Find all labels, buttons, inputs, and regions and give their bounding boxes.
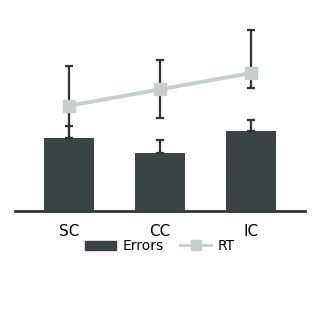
Bar (135, 153, 185, 211)
Bar (44, 138, 94, 211)
Bar (226, 131, 276, 211)
Legend: Errors, RT: Errors, RT (79, 234, 241, 259)
